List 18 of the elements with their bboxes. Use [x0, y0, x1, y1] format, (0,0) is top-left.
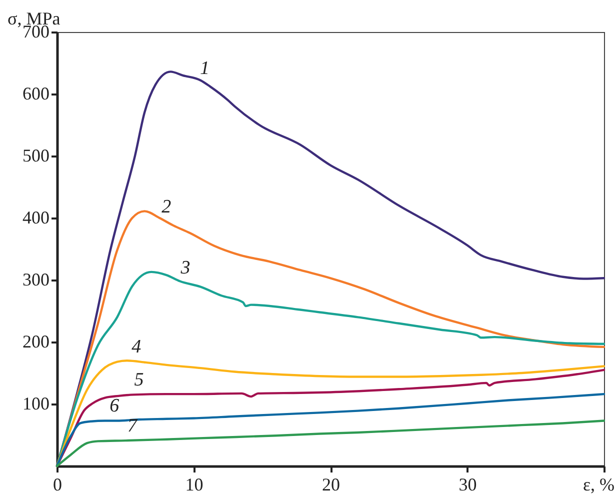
- series-label: 1: [200, 58, 210, 80]
- series-label: 3: [180, 258, 190, 279]
- x-axis-title: ε, %: [582, 474, 614, 494]
- x-tick-label: 30: [458, 474, 477, 494]
- series-label: 5: [134, 370, 144, 391]
- series-label: 6: [110, 396, 120, 417]
- y-tick-label: 600: [22, 84, 50, 104]
- y-tick-label: 300: [22, 270, 50, 290]
- y-tick-label: 500: [22, 146, 50, 166]
- series-label: 2: [162, 196, 172, 218]
- series-label: 4: [132, 336, 142, 358]
- series-label: 7: [127, 415, 138, 436]
- x-tick-label: 0: [53, 474, 62, 494]
- x-tick-label: 20: [322, 474, 340, 494]
- y-tick-label: 100: [22, 394, 50, 414]
- y-tick-label: 400: [22, 208, 50, 228]
- x-tick-label: 10: [185, 474, 204, 494]
- y-tick-label: 200: [22, 332, 50, 352]
